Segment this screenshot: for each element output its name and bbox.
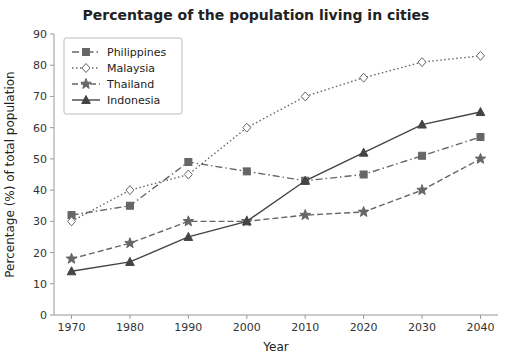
x-tick [188,315,189,319]
series-line [72,137,481,215]
legend-box [64,38,182,114]
x-tick [305,315,306,319]
y-tick [50,96,54,97]
point [66,253,76,263]
x-tick [422,315,423,319]
y-tick-label: 80 [33,59,47,72]
y-tick [50,252,54,253]
y-tick [50,221,54,222]
point [476,51,484,60]
x-tick-label: 2020 [350,321,378,334]
y-tick-label: 30 [33,215,47,228]
plot-area [66,51,485,274]
point [243,168,250,175]
point [417,185,427,195]
point [477,134,484,141]
series-line [72,159,481,259]
y-tick-label: 10 [33,278,47,291]
y-tick [50,65,54,66]
point [184,170,192,179]
point [126,202,133,209]
point [358,206,368,216]
point [184,232,193,240]
series-line [72,56,481,221]
x-tick [71,315,72,319]
y-tick-label: 60 [33,122,47,135]
x-tick-label: 1970 [58,321,86,334]
x-tick-label: 2040 [466,321,494,334]
legend-marker [82,96,91,104]
point [126,257,135,265]
x-tick-label: 1980 [116,321,144,334]
point [242,216,252,226]
point [419,152,426,159]
point [300,210,310,220]
point [126,186,134,195]
y-axis-line [54,34,55,315]
point [301,176,310,184]
y-tick-label: 70 [33,90,47,103]
x-tick [363,315,364,319]
y-tick-label: 50 [33,153,47,166]
legend-label: Philippines [107,46,167,59]
x-axis-line [54,315,498,316]
y-tick [50,315,54,316]
point [125,238,135,248]
point [243,123,251,132]
legend-label: Indonesia [107,94,160,107]
x-tick-label: 2000 [233,321,261,334]
legend-marker [82,64,90,73]
point [475,153,485,163]
y-tick-label: 20 [33,247,47,260]
point [68,217,76,226]
x-tick-label: 2010 [291,321,319,334]
x-tick [129,315,130,319]
y-axis-label: Percentage (%) of total population [3,71,17,277]
point [418,58,426,67]
y-tick [50,158,54,159]
point [359,148,368,156]
point [476,108,485,116]
x-tick [480,315,481,319]
title: Percentage of the population living in c… [83,7,430,23]
x-tick-label: 2030 [408,321,436,334]
y-tick-label: 90 [33,28,47,41]
series-line [72,112,481,271]
point [185,159,192,166]
y-tick [50,34,54,35]
legend-label: Malaysia [107,62,155,75]
chart: Percentage of the population living in c… [0,0,512,357]
point [302,177,309,184]
x-tick [246,315,247,319]
y-tick [50,190,54,191]
legend-label: Thailand [106,78,154,91]
y-tick-label: 40 [33,184,47,197]
point [360,73,368,82]
point [418,120,427,128]
legend-marker [83,49,90,56]
point [301,92,309,101]
y-tick [50,127,54,128]
point [67,267,76,275]
x-axis-label: Year [262,340,288,354]
y-tick-label: 0 [40,309,47,322]
point [360,171,367,178]
point [242,217,251,225]
point [183,216,193,226]
x-tick-label: 1990 [174,321,202,334]
legend-marker [81,79,91,89]
legend: Philippines Malaysia Thailand Indonesia [64,38,182,114]
y-tick [50,283,54,284]
